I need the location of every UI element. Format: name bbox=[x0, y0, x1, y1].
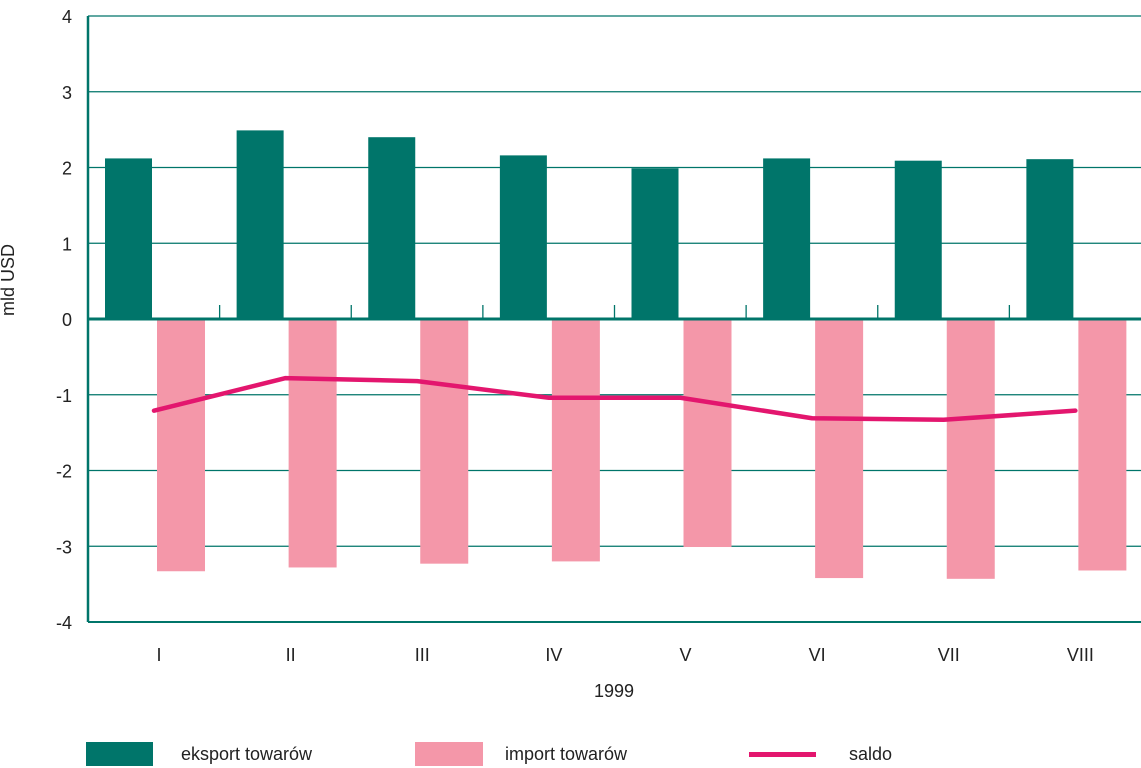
x-tick-label: VI bbox=[809, 645, 826, 665]
legend: eksport towarów import towarów saldo bbox=[0, 740, 1141, 768]
x-axis-title: 1999 bbox=[594, 681, 634, 701]
bar-eksport-II bbox=[236, 130, 284, 319]
bar-eksport-VII bbox=[894, 160, 942, 319]
y-tick-label: 4 bbox=[62, 7, 72, 27]
y-axis-title: mld USD bbox=[0, 244, 18, 316]
legend-swatch-saldo bbox=[749, 751, 816, 757]
saldo-point-V bbox=[680, 397, 681, 399]
bar-import-II bbox=[288, 319, 337, 568]
legend-item-eksport: eksport towarów bbox=[86, 740, 312, 768]
bar-import-VII bbox=[946, 319, 995, 579]
x-tick-label: V bbox=[679, 645, 691, 665]
saldo-point-III bbox=[416, 380, 418, 382]
bar-eksport-VIII bbox=[1026, 159, 1074, 319]
saldo-point-IV bbox=[548, 397, 550, 399]
saldo-line bbox=[151, 375, 1078, 422]
bar-import-VI bbox=[815, 319, 864, 579]
y-tick-label: -2 bbox=[56, 462, 72, 482]
y-tick-label: -1 bbox=[56, 386, 72, 406]
saldo-point-I bbox=[153, 410, 155, 412]
legend-label-import: import towarów bbox=[505, 743, 628, 764]
bar-eksport-V bbox=[631, 168, 679, 319]
saldo-point-VIII bbox=[1074, 410, 1076, 412]
bar-import-V bbox=[683, 319, 732, 548]
bar-eksport-III bbox=[368, 137, 416, 319]
saldo-point-II bbox=[285, 377, 287, 379]
axes bbox=[86, 16, 1141, 623]
legend-label-eksport: eksport towarów bbox=[181, 743, 313, 764]
legend-label-saldo: saldo bbox=[849, 743, 893, 764]
bar-eksport-VI bbox=[763, 158, 811, 319]
y-tick-label: -3 bbox=[56, 537, 72, 557]
bar-eksport-IV bbox=[499, 155, 547, 319]
y-tick-label: 3 bbox=[62, 83, 72, 103]
x-tick-label: VIII bbox=[1067, 645, 1094, 665]
x-tick-label: IV bbox=[545, 645, 562, 665]
saldo-line-group bbox=[151, 375, 1078, 422]
y-tick-label: -4 bbox=[56, 613, 72, 633]
bar-import-IV bbox=[551, 319, 600, 562]
saldo-point-VII bbox=[943, 419, 945, 421]
legend-item-import: import towarów bbox=[415, 740, 627, 768]
bar-import-III bbox=[420, 319, 469, 564]
bar-eksport-I bbox=[105, 158, 152, 319]
x-tick-label: II bbox=[286, 645, 296, 665]
bar-import-VIII bbox=[1078, 319, 1127, 571]
saldo-point-VI bbox=[811, 417, 813, 419]
x-tick-label: I bbox=[156, 645, 161, 665]
legend-item-saldo: saldo bbox=[749, 740, 892, 768]
bars bbox=[105, 130, 1127, 579]
x-tick-label: VII bbox=[938, 645, 960, 665]
legend-swatch-eksport bbox=[86, 742, 153, 766]
y-tick-label: 1 bbox=[62, 234, 72, 254]
bar-import-I bbox=[157, 319, 205, 572]
legend-swatch-import bbox=[415, 742, 483, 766]
x-tick-label: III bbox=[415, 645, 430, 665]
y-tick-label: 0 bbox=[62, 310, 72, 330]
y-tick-label: 2 bbox=[62, 159, 72, 179]
